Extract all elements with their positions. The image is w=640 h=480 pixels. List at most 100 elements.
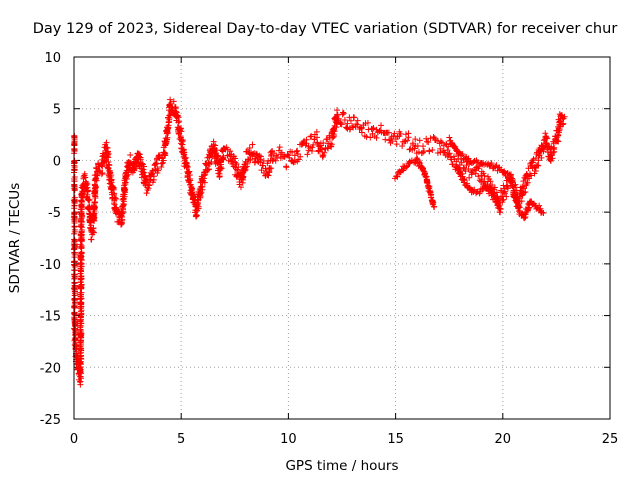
data-point <box>108 179 115 186</box>
y-tick-label: 0 <box>53 154 61 169</box>
data-point <box>179 141 186 148</box>
data-point <box>112 194 119 201</box>
data-point <box>509 175 516 182</box>
data-point <box>397 130 404 137</box>
data-point <box>195 203 202 210</box>
data-point <box>446 134 453 141</box>
data-point <box>363 133 370 140</box>
data-point <box>320 140 327 147</box>
data-point <box>465 155 472 162</box>
data-point <box>543 139 550 146</box>
data-point <box>294 147 301 154</box>
data-point <box>399 142 406 149</box>
data-point <box>249 141 256 148</box>
data-point <box>145 185 152 192</box>
data-point <box>139 169 146 176</box>
data-point <box>256 152 263 159</box>
data-point <box>234 167 241 174</box>
data-point <box>509 179 516 186</box>
data-point <box>218 165 225 172</box>
data-point <box>177 125 184 132</box>
data-point <box>437 138 444 145</box>
data-point <box>529 159 536 166</box>
data-point <box>71 186 78 193</box>
data-point <box>77 279 84 286</box>
data-point <box>71 223 78 230</box>
data-point <box>369 125 376 132</box>
data-point <box>71 288 78 295</box>
data-point <box>144 178 151 185</box>
chart-title: Day 129 of 2023, Sidereal Day-to-day VTE… <box>33 21 618 37</box>
data-point <box>151 173 158 180</box>
data-point <box>513 199 520 206</box>
data-point <box>539 209 546 216</box>
data-point <box>183 160 190 167</box>
data-point <box>137 154 144 161</box>
data-point <box>143 190 150 197</box>
data-point <box>452 144 459 151</box>
data-point <box>160 157 167 164</box>
data-point <box>78 191 85 198</box>
data-point <box>278 149 285 156</box>
data-point <box>202 171 209 178</box>
data-point <box>92 164 99 171</box>
data-point <box>476 163 483 170</box>
data-point <box>72 319 79 326</box>
data-point <box>373 134 380 141</box>
data-point <box>328 141 335 148</box>
data-point <box>257 156 264 163</box>
data-point <box>99 163 106 170</box>
data-point <box>182 154 189 161</box>
data-point <box>189 186 196 193</box>
data-point <box>181 149 188 156</box>
data-point <box>289 149 296 156</box>
data-point <box>109 185 116 192</box>
data-point <box>86 196 93 203</box>
data-point <box>71 273 78 280</box>
data-point <box>220 153 227 160</box>
data-point <box>422 170 429 177</box>
data-point <box>291 152 298 159</box>
data-point <box>559 121 566 128</box>
data-point <box>173 108 180 115</box>
data-point <box>504 185 511 192</box>
data-point <box>358 129 365 136</box>
data-point <box>264 160 271 167</box>
data-point <box>178 137 185 144</box>
data-point <box>556 126 563 133</box>
data-point <box>420 149 427 156</box>
data-point <box>331 128 338 135</box>
data-point <box>404 137 411 144</box>
data-point <box>459 151 466 158</box>
data-point <box>146 182 153 189</box>
data-point <box>535 157 542 164</box>
data-point <box>123 175 130 182</box>
data-point <box>468 171 475 178</box>
data-point <box>497 209 504 216</box>
data-point <box>122 186 129 193</box>
data-point <box>518 198 525 205</box>
data-point <box>488 160 495 167</box>
y-tick-label: 10 <box>44 51 61 66</box>
data-point <box>466 185 473 192</box>
data-point <box>152 160 159 167</box>
data-point <box>169 107 176 114</box>
y-tick-label: -15 <box>40 310 61 325</box>
axis-ticks: 0 5 10 15 20 25 -25 -20 -15 -10 -5 0 5 10 <box>40 51 619 447</box>
data-point <box>238 170 245 177</box>
data-point <box>205 159 212 166</box>
data-point <box>252 150 259 157</box>
data-point <box>304 151 311 158</box>
data-point <box>158 164 165 171</box>
data-point <box>127 152 134 159</box>
data-point <box>175 114 182 121</box>
data-point <box>215 153 222 160</box>
data-point <box>417 160 424 167</box>
data-point <box>191 191 198 198</box>
data-point <box>421 148 428 155</box>
data-point <box>241 167 248 174</box>
data-point <box>71 242 78 249</box>
data-point <box>544 135 551 142</box>
data-point <box>430 133 437 140</box>
y-tick-label: 5 <box>53 103 61 118</box>
